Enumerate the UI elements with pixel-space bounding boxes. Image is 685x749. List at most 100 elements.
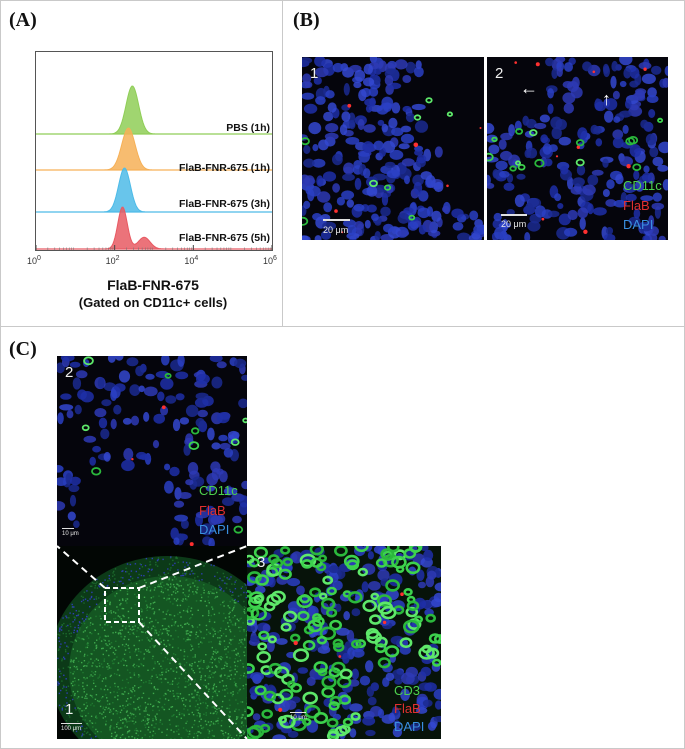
green-cell [515, 128, 524, 135]
pixel [65, 635, 67, 638]
pixel [158, 595, 160, 597]
pixel [167, 639, 169, 642]
pixel [61, 658, 63, 660]
nucleus [342, 652, 350, 664]
pixel [129, 563, 132, 566]
nucleus [625, 193, 637, 202]
pixel [155, 717, 157, 719]
pixel [68, 710, 70, 712]
nucleus [372, 173, 387, 181]
pixel [240, 729, 242, 732]
pixel [84, 728, 86, 730]
pixel [162, 591, 164, 594]
nucleus [434, 582, 441, 592]
green-cell [307, 619, 323, 633]
pixel [86, 677, 88, 679]
pixel [76, 668, 79, 670]
pixel [91, 591, 93, 594]
pixel [84, 653, 86, 656]
green-cell [313, 661, 328, 674]
nucleus [452, 222, 464, 231]
nucleus [114, 383, 126, 392]
pixel [112, 651, 115, 654]
pixel [159, 719, 162, 721]
pixel [244, 717, 246, 719]
pixel [203, 684, 205, 686]
pixel [149, 617, 151, 620]
green-cell [230, 438, 240, 446]
red-signal [278, 707, 283, 712]
pixel [240, 717, 243, 719]
pixel [211, 706, 213, 708]
nucleus [353, 81, 362, 89]
pixel [58, 630, 61, 632]
pixel [210, 590, 212, 593]
pixel [127, 692, 130, 695]
pixel [82, 682, 84, 684]
pixel [84, 678, 86, 680]
pixel [223, 734, 225, 737]
pixel [154, 640, 156, 642]
pixel [210, 641, 212, 643]
pixel [210, 721, 212, 723]
pixel [191, 668, 193, 670]
pixel [98, 662, 101, 664]
pixel [153, 726, 155, 729]
green-cell [509, 165, 517, 172]
pixel [81, 622, 83, 624]
pixel [94, 732, 96, 735]
pixel [243, 608, 246, 611]
pixel [241, 701, 244, 703]
pixel [243, 733, 245, 735]
pixel [69, 700, 71, 702]
pixel [123, 659, 125, 661]
pixel [112, 572, 114, 574]
pixel [194, 705, 197, 708]
nucleus [422, 699, 433, 707]
green-cell [296, 594, 313, 609]
pixel [230, 620, 232, 622]
pixel [242, 724, 245, 727]
nucleus [524, 149, 532, 158]
nucleus [363, 168, 371, 179]
pixel [187, 630, 189, 632]
pixel [162, 618, 164, 620]
pixel [188, 588, 191, 591]
pixel [138, 639, 141, 642]
pixel [136, 729, 138, 732]
pixel [211, 656, 213, 658]
pixel [92, 623, 94, 625]
nucleus [576, 164, 586, 176]
pixel [189, 573, 191, 575]
pixel [98, 597, 100, 599]
pixel [192, 714, 195, 716]
nucleus [404, 175, 410, 185]
pixel [228, 725, 231, 728]
pixel [145, 706, 147, 708]
pixel [127, 617, 130, 619]
pixel [192, 626, 194, 628]
pixel [105, 635, 107, 638]
pixel [128, 573, 130, 575]
pixel [112, 632, 114, 634]
pixel [205, 685, 207, 688]
pixel [198, 660, 200, 663]
pixel [167, 699, 170, 701]
pixel [145, 557, 148, 560]
pixel [91, 696, 94, 699]
pixel [94, 608, 96, 611]
pixel [171, 579, 174, 581]
pixel [228, 699, 231, 701]
pixel [152, 625, 154, 627]
pixel [235, 653, 237, 656]
pixel [194, 678, 196, 681]
nucleus [562, 92, 576, 104]
pixel [122, 658, 124, 661]
nucleus [69, 361, 81, 368]
nucleus [605, 199, 617, 207]
pixel [147, 721, 150, 724]
pixel [60, 643, 62, 645]
nucleus [67, 511, 76, 521]
pixel [142, 665, 145, 667]
pixel [187, 608, 189, 610]
